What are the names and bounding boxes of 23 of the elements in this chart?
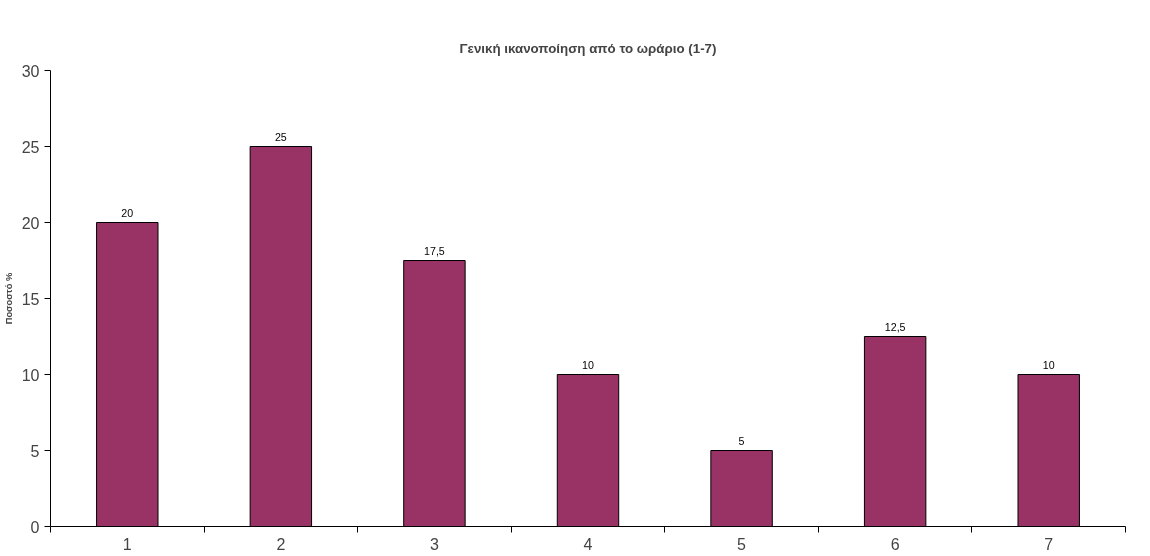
data-label: 20 [121, 206, 134, 219]
y-tick-label: 20 [21, 214, 40, 232]
y-tick-label: 0 [30, 518, 40, 536]
y-tick-label: 5 [30, 442, 40, 460]
y-tick-label: 15 [21, 290, 40, 308]
data-label: 17,5 [424, 244, 445, 257]
y-axis-title: Ποσοστό % [3, 271, 14, 325]
x-tick-label: 6 [890, 535, 900, 553]
x-tick-label: 1 [122, 535, 132, 553]
x-tick-label: 5 [737, 535, 747, 553]
data-label: 10 [1042, 358, 1055, 371]
y-tick-label: 10 [21, 366, 40, 384]
x-tick-label: 3 [429, 535, 439, 553]
chart-title: Γενική ικανοποίηση από το ωράριο (1-7) [459, 40, 717, 56]
x-tick-label: 4 [583, 535, 593, 553]
data-label: 10 [582, 358, 594, 371]
y-tick-label: 25 [21, 138, 40, 156]
x-tick-label: 7 [1044, 535, 1054, 553]
data-label: 25 [274, 130, 287, 143]
y-tick-label: 30 [21, 62, 40, 80]
data-label: 12,5 [884, 320, 906, 333]
x-tick-label: 2 [276, 535, 286, 553]
data-label: 5 [738, 434, 745, 447]
